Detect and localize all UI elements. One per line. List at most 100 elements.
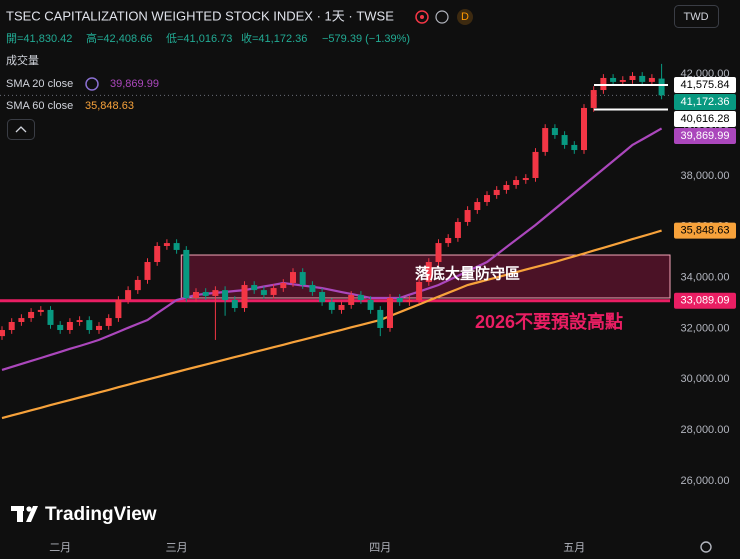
candle-body [629,75,636,80]
candle-body [396,297,403,303]
y-tick-label: 28,000.00 [681,424,730,436]
candle-body [193,292,199,298]
candle-body [251,285,258,291]
candle-body [610,77,617,82]
candle-body [47,309,54,325]
candle-body [270,288,277,295]
candle-body [357,294,364,301]
volume-label: 成交量 [6,53,39,67]
candle-body [328,302,335,310]
candle-body [474,202,481,211]
candle-body [173,243,180,250]
candle-body [503,184,510,190]
alert-dot [420,15,424,19]
candle-body [231,300,238,309]
currency: TWD [683,11,708,23]
price-tag [674,77,736,94]
price-tag-label: 41,172.36 [681,96,730,108]
badge-bg[interactable] [457,9,473,25]
candle-body [416,281,423,301]
candle-body [377,309,384,328]
y-tick-label: 30,000.00 [681,373,730,385]
candle-body [212,290,219,296]
alert-icon[interactable] [415,10,429,24]
legend-value: 39,869.99 [110,78,159,90]
candle-body [105,318,112,326]
candle-body [425,262,432,282]
zone-label: 落底大量防守區 [415,264,520,282]
candle-body [8,322,15,331]
candle-body [18,318,25,323]
candle-body [37,309,44,312]
candle-body [513,180,520,185]
candle-body [115,300,122,319]
candle-body [338,304,345,310]
ohlc-legend: 收=41,172.36 [241,31,307,45]
candle-body [648,77,655,82]
candle-body [125,290,132,301]
logo-mark [26,506,38,522]
candle-body [600,77,607,91]
candle-body [561,135,568,145]
y-tick-label: 32,000.00 [681,322,730,334]
currency-icon[interactable] [435,10,449,24]
legend-icon [85,77,99,91]
candle-body [493,189,500,196]
candle-body [57,324,64,331]
ohlc-legend: 開=41,830.42 [6,32,72,45]
candle-body [532,151,539,178]
candle-body [154,245,161,263]
ohlc-legend: 高=42,408.66 [86,31,152,45]
candle-body [454,221,461,238]
brand: TradingView [45,504,157,525]
collapse-icon [15,126,27,133]
sma-line [1,127,663,371]
candle-body [542,128,549,152]
candle-body [435,243,442,263]
logo: TradingView [11,504,157,525]
badge: D [461,11,469,23]
candle-body [348,294,355,305]
candle-body [619,79,626,82]
candle-body [299,272,306,286]
candle-body [484,195,490,203]
ohlc-legend: 低=41,016.73 [166,32,232,45]
y-tick-label: 38,000.00 [681,170,730,182]
legend-name: SMA 60 close [6,100,73,112]
candle-body [639,75,646,82]
candle-body [319,292,326,303]
collapse-button[interactable] [7,119,35,140]
candle-body [0,330,5,337]
price-tag [674,128,736,145]
chart-title: TSEC CAPITALIZATION WEIGHTED STOCK INDEX… [6,8,394,23]
price-tag [674,292,736,309]
price-tag [674,222,736,239]
sma-line [1,229,662,420]
x-tick-label: 三月 [166,542,188,554]
candle-body [86,320,93,331]
candle-body [590,90,597,108]
plot-area [0,63,671,420]
candle-body [222,290,229,301]
candle-body [387,297,393,328]
candle-body [96,325,102,331]
candle-body [66,322,73,331]
candle-body [28,311,35,319]
legend: 開=41,830.42 高=42,408.66 低=41,016.73 收=41,17… [6,31,410,112]
currency-button[interactable] [674,5,719,28]
candle-body [551,128,558,136]
candle-body [260,290,267,295]
price-tag-label: 41,575.84 [681,79,730,91]
candle-body [241,285,248,309]
candle-body [571,144,578,151]
y-tick-label: 34,000.00 [681,272,730,284]
price-tag-label: 33,089.09 [681,295,730,307]
settings-icon[interactable] [700,541,712,553]
x-tick-label: 二月 [49,542,71,554]
candle-body [134,279,141,291]
x-tick-label: 四月 [369,542,391,554]
candle-body [76,320,83,323]
price-tag-label: 40,616.28 [681,113,730,125]
